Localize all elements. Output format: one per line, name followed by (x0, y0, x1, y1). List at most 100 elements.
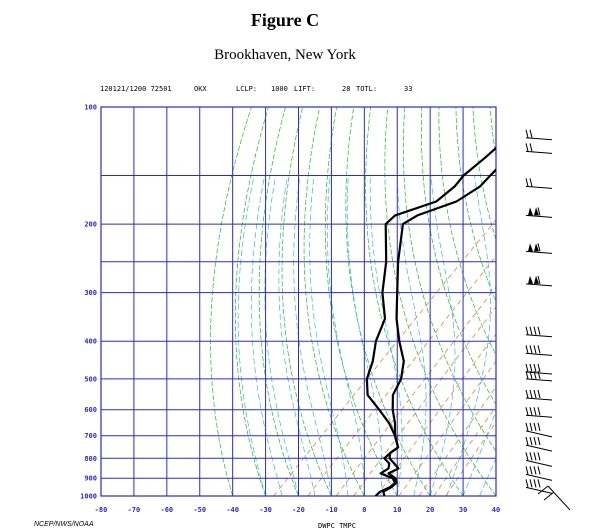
figure-subtitle: Brookhaven, New York (214, 47, 356, 63)
pressure-tick-label: 100 (84, 104, 97, 112)
temperature-tick-label: -40 (226, 506, 239, 514)
barb-feather (537, 243, 541, 252)
grid (100, 106, 497, 497)
barb-feather (533, 326, 537, 335)
barb-feather (537, 363, 541, 373)
dry-adiabat (345, 107, 431, 496)
dry-adiabat (489, 107, 496, 158)
barb-staff (525, 486, 553, 494)
wind-barb (525, 326, 553, 338)
barb-feather (525, 479, 529, 488)
wind-barb (525, 275, 553, 287)
barb-feather (529, 422, 533, 431)
pressure-tick-label: 600 (84, 406, 97, 414)
barb-staff (525, 250, 553, 254)
barb-feather (537, 479, 541, 488)
plot-frame (100, 106, 497, 497)
barb-feather (533, 363, 537, 373)
mixing-ratio-line (433, 405, 496, 496)
temperature-tick-label: -50 (193, 506, 206, 514)
barb-feather (537, 437, 541, 446)
dry-adiabat (421, 107, 496, 406)
dry-adiabat (558, 107, 612, 496)
barb-feather (537, 326, 541, 335)
barb-feather (529, 178, 533, 187)
moist-adiabat (429, 175, 456, 496)
barb-staff (525, 185, 553, 189)
barb-feather (525, 407, 529, 416)
pressure-tick-label: 900 (84, 475, 97, 483)
wind-barb (525, 407, 553, 418)
barb-feather (525, 466, 529, 475)
header-station: OKX (194, 85, 207, 93)
moist-adiabat (396, 175, 427, 496)
barb-feather (529, 437, 533, 446)
barb-staff (525, 444, 553, 452)
wind-barb (525, 243, 553, 254)
profile-tmpc (382, 168, 496, 496)
barb-feather (525, 422, 529, 431)
barb-feather (525, 143, 529, 152)
header-date-station: 120121/1200 72501 (100, 85, 172, 93)
wind-barb (525, 178, 553, 189)
mixing-ratio-line (273, 219, 496, 496)
barb-flag (528, 275, 533, 284)
barb-feather (525, 178, 529, 187)
barb-feather (529, 452, 533, 461)
pressure-tick-label: 300 (84, 289, 97, 297)
barb-feather (529, 129, 533, 138)
barb-feather (533, 422, 537, 431)
barb-flag (528, 243, 533, 252)
pressure-tick-label: 200 (84, 221, 97, 229)
barb-feather (533, 466, 537, 475)
barb-feather (529, 466, 533, 475)
barb-feather (529, 143, 533, 152)
profile-dwpc (365, 146, 496, 496)
barb-feather (529, 345, 533, 354)
header-lift-value: 28 (342, 85, 350, 93)
dry-adiabat (384, 107, 496, 496)
barb-staff (525, 334, 553, 338)
barb-feather (537, 207, 541, 216)
barb-feather (537, 345, 541, 354)
profiles (365, 146, 496, 496)
figure-title: Figure C (250, 10, 320, 30)
barb-feather (543, 491, 555, 501)
mixing-ratio-line (445, 421, 496, 496)
barb-staff (525, 214, 553, 218)
barb-feather (525, 452, 529, 461)
dry-adiabat (507, 107, 612, 496)
moist-adiabat (293, 175, 332, 496)
barb-feather (529, 407, 533, 416)
header-lclp-value: 1000 (271, 85, 288, 93)
wind-barb (525, 479, 553, 494)
moist-adiabat (446, 175, 491, 496)
wind-barb (525, 389, 553, 401)
dry-adiabat (235, 107, 269, 496)
moist-adiabat (495, 495, 496, 496)
pressure-tick-label: 700 (84, 432, 97, 440)
pressure-tick-label: 400 (84, 338, 97, 346)
barb-staff (525, 352, 553, 356)
temperature-tick-label: 0 (362, 506, 366, 514)
wind-barb (525, 452, 553, 467)
barb-feather (537, 452, 541, 461)
wind-barb (525, 466, 553, 481)
moist-adiabat (326, 175, 365, 496)
dry-adiabat (210, 107, 252, 496)
barb-flag (534, 275, 539, 284)
moist-adiabat (479, 457, 496, 496)
barb-flag (534, 243, 539, 252)
barb-staff (525, 473, 553, 481)
barb-feather (529, 326, 533, 335)
barb-feather (525, 129, 529, 138)
pressure-tick-label: 500 (84, 375, 97, 383)
moist-adiabat (278, 175, 316, 496)
moist-adiabat (462, 409, 496, 496)
temperature-tick-label: 30 (459, 506, 467, 514)
wind-barb (525, 437, 553, 452)
barb-feather (529, 370, 533, 380)
barb-feather (525, 389, 529, 399)
barb-flag (528, 207, 533, 216)
barb-staff (525, 378, 553, 382)
